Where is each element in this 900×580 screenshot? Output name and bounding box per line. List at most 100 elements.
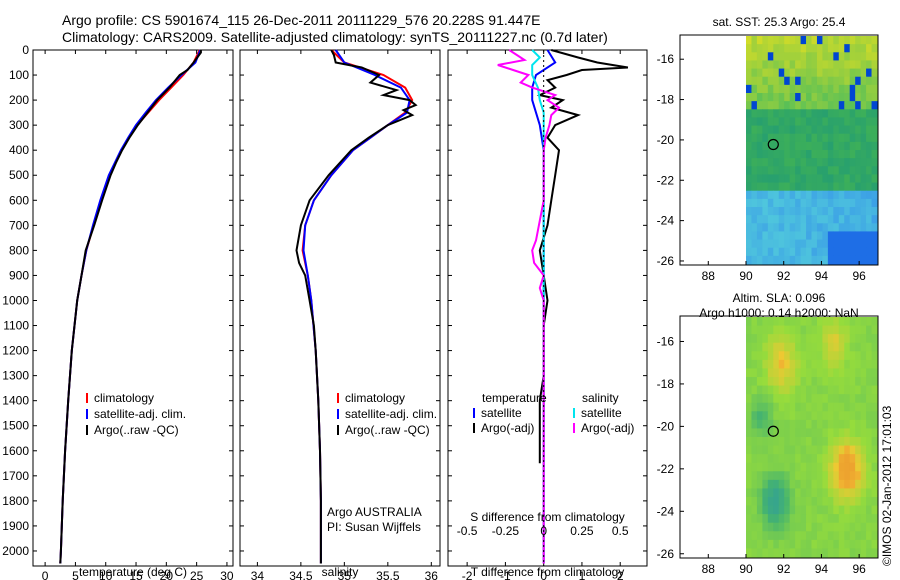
sla_map-heatmap-cell [778,428,785,438]
difference-legend-label: satellite [581,406,622,420]
sst_map-heatmap-cell [860,52,867,61]
sla_map-heatmap-cell [827,437,834,447]
sst_map-heatmap-cell [811,166,818,175]
sla_map-heatmap-cell [789,488,796,498]
sla_map-xtick-label: 88 [702,562,716,576]
sla_map-heatmap-cell [827,454,834,464]
sla_map-heatmap-cell [746,334,752,344]
sla_map-heatmap-cell [751,497,758,507]
sla_map-heatmap-cell [871,368,878,378]
sst_map-heatmap-cell [822,84,829,94]
sst_map-heatmap-cell [806,166,812,175]
sst_map-heatmap-cell [795,231,802,241]
sst_map-heatmap-cell [816,223,823,232]
sst_map-heatmap-cell [778,36,785,45]
sla_map-heatmap-cell [767,377,774,387]
sst_map-heatmap-cell [844,223,851,232]
sst_map-heatmap-cell [822,247,829,257]
sst_map-heatmap-cell [844,133,851,143]
sst_map-heatmap-cell [827,174,834,184]
sla_map-heatmap-cell [844,445,851,455]
sst_map-heatmap-cell [756,158,763,167]
sla_map-heatmap-cell [855,385,862,395]
sla_map-heatmap-cell [838,548,845,558]
sla_map-heatmap-cell [838,522,845,532]
sst_map-heatmap-cell [833,125,840,135]
sst_map-heatmap-cell [871,109,878,118]
sla_map-heatmap-cell [767,351,774,361]
sst_map-heatmap-cell [746,117,752,127]
sla_map-heatmap-cell [778,471,785,481]
sla_map-heatmap-cell [762,342,769,352]
difference-t-tick-label: 2 [617,569,624,580]
sla_map-heatmap-cell [756,325,763,335]
sst_map-heatmap-cell [784,223,791,232]
salinity-annotation-line1: Argo AUSTRALIA [327,505,422,519]
sst_map-heatmap-cell [811,255,818,265]
sla_map-heatmap-cell [800,471,807,481]
sst_map-heatmap-cell [866,239,873,249]
sst_map-xtick-label: 88 [702,269,716,283]
sst_map-heatmap-cell [860,182,867,192]
sla_map-heatmap-cell [773,402,780,412]
sla_map-heatmap-cell [767,402,774,412]
sst_map-heatmap-cell [789,231,796,241]
sla_map-heatmap-cell [827,317,834,327]
sla_map-heatmap-cell [871,445,878,455]
sst_map-heatmap-cell [844,239,851,249]
sst_map-heatmap-cell [773,174,780,184]
sla_map-heatmap-cell [784,531,791,541]
sst_map-heatmap-cell [822,125,829,135]
sla_map-heatmap-cell [767,411,774,421]
sla_map-heatmap-cell [784,325,791,335]
sla_map-heatmap-cell [756,479,763,489]
sla_map-heatmap-cell [762,522,769,532]
sla_map-heatmap-cell [773,377,780,387]
sla_map-heatmap-cell [833,471,840,481]
sla_map-heatmap-cell [871,342,878,352]
sla_map-heatmap-cell [778,359,785,369]
sst_map-heatmap-cell [756,255,763,265]
sla_map-xtick-label: 96 [852,562,866,576]
sst_map-heatmap-cell [849,68,856,78]
sst_map-heatmap-cell [838,215,845,224]
sla_map-heatmap-cell [767,497,774,507]
depth-tick-label: 900 [9,268,29,282]
sla_map-heatmap-cell [822,531,829,541]
sst_map-heatmap-cell [773,84,780,94]
sst_map-heatmap-cell [751,60,758,70]
sst_map-heatmap-cell [800,182,807,192]
sst_map-heatmap-cell [767,68,774,78]
sst_map-heatmap-cell [795,255,802,265]
sla_map-heatmap-cell [833,437,840,447]
sst_map-heatmap-cell [756,141,763,151]
sst_map-heatmap-cell [822,93,829,102]
sst_map-heatmap-cell [800,93,807,102]
sst_map-heatmap-cell [849,239,856,249]
sst_map-heatmap-cell [767,44,774,53]
sla_map-heatmap-cell [811,342,818,352]
sst_map-heatmap-cell [871,60,878,70]
sst_map-heatmap-cell [751,150,758,159]
sst_map-heatmap-cell [860,141,867,151]
sst_map-heatmap-cell [751,215,758,224]
sla_map-heatmap-cell [767,531,774,541]
sla_map-heatmap-cell [860,325,867,335]
sla_map-heatmap-cell [816,522,823,532]
sla_map-heatmap-cell [795,368,802,378]
sla_map-heatmap-cell [800,402,807,412]
sla-map-subtitle: Argo h1000: 0.14 h2000: NaN [699,306,858,320]
sla_map-heatmap-cell [816,488,823,498]
sla_map-heatmap-cell [756,402,763,412]
sst_map-heatmap-cell [838,52,845,61]
sla_map-heatmap-cell [762,317,769,327]
sst_map-heatmap-cell [816,117,823,127]
sla_map-heatmap-cell [822,428,829,438]
sla_map-heatmap-cell [795,488,802,498]
sla_map-heatmap-cell [871,437,878,447]
sst_map-heatmap-cell [778,101,785,110]
sla_map-heatmap-cell [784,411,791,421]
sla_map-heatmap-cell [806,479,812,489]
sla_map-heatmap-cell [833,385,840,395]
sst_map-heatmap-cell [746,36,752,45]
